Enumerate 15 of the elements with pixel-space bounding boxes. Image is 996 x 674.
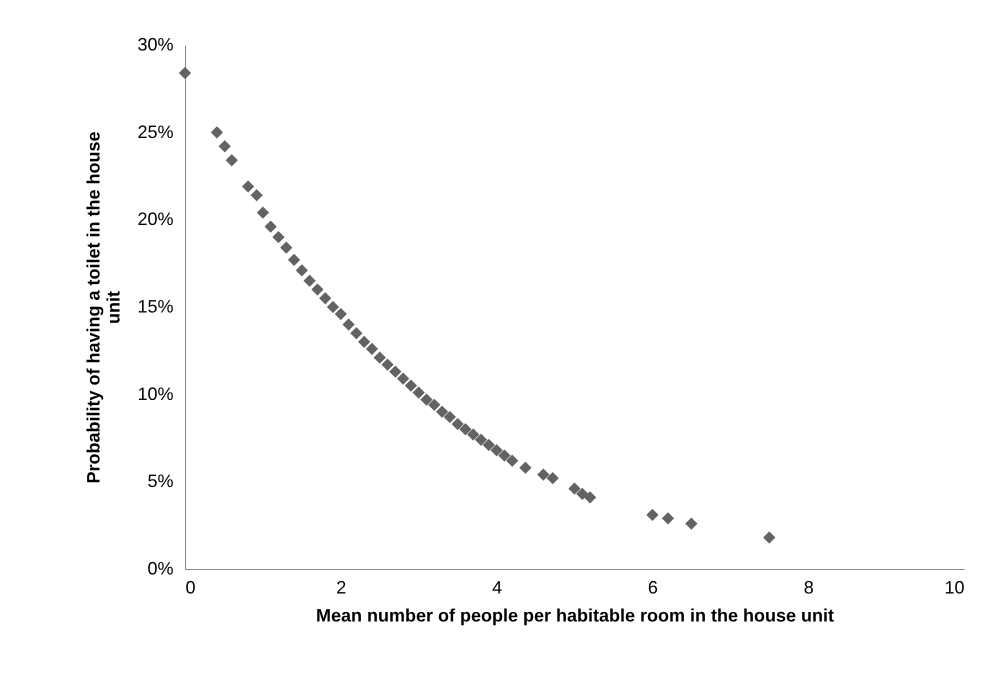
- x-tick-label: 2: [336, 578, 346, 598]
- x-tick-label: 0: [186, 578, 196, 598]
- y-tick-label: 20%: [137, 209, 174, 230]
- y-tick-label: 25%: [137, 122, 174, 142]
- x-tick-label: 4: [492, 578, 502, 598]
- x-tick-label: 6: [648, 578, 658, 598]
- y-tick-label: 15%: [137, 296, 174, 316]
- y-tick-label: 10%: [137, 384, 174, 404]
- x-tick-label: 10: [944, 578, 964, 598]
- y-axis-title: Probability of having a toilet in the house unit: [83, 131, 124, 484]
- x-axis-title: Mean number of people per habitable room in the house unit: [316, 606, 834, 626]
- y-tick-label: 5%: [147, 471, 174, 492]
- y-tick-label: 30%: [137, 34, 174, 54]
- y-tick-label: 0%: [147, 558, 174, 578]
- x-tick-label: 8: [804, 578, 814, 598]
